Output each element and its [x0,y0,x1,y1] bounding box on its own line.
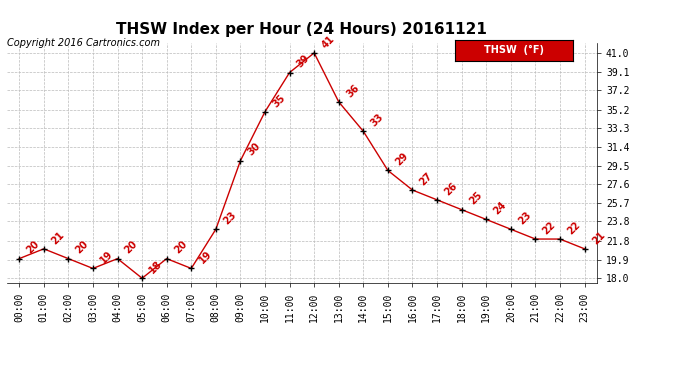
Text: 29: 29 [393,151,410,168]
Text: 27: 27 [418,171,435,187]
Text: 22: 22 [541,220,558,236]
Text: 20: 20 [172,239,189,256]
Text: 30: 30 [246,141,263,158]
Text: 23: 23 [221,210,238,226]
Text: 36: 36 [344,82,361,99]
Text: 20: 20 [74,239,90,256]
Text: 19: 19 [197,249,213,266]
Text: 19: 19 [99,249,115,266]
Text: 35: 35 [270,92,287,109]
Text: 26: 26 [442,180,460,197]
Text: 20: 20 [123,239,139,256]
Text: 25: 25 [467,190,484,207]
Text: 21: 21 [49,230,66,246]
Text: 22: 22 [566,220,582,236]
Title: THSW Index per Hour (24 Hours) 20161121: THSW Index per Hour (24 Hours) 20161121 [117,22,487,37]
Text: 20: 20 [25,239,41,256]
Text: 39: 39 [295,53,312,70]
Text: 41: 41 [319,33,336,50]
Text: 24: 24 [492,200,509,217]
Text: 23: 23 [516,210,533,226]
Text: Copyright 2016 Cartronics.com: Copyright 2016 Cartronics.com [7,38,160,48]
Text: 33: 33 [369,112,386,129]
Text: 18: 18 [148,259,164,276]
Text: 21: 21 [590,230,607,246]
